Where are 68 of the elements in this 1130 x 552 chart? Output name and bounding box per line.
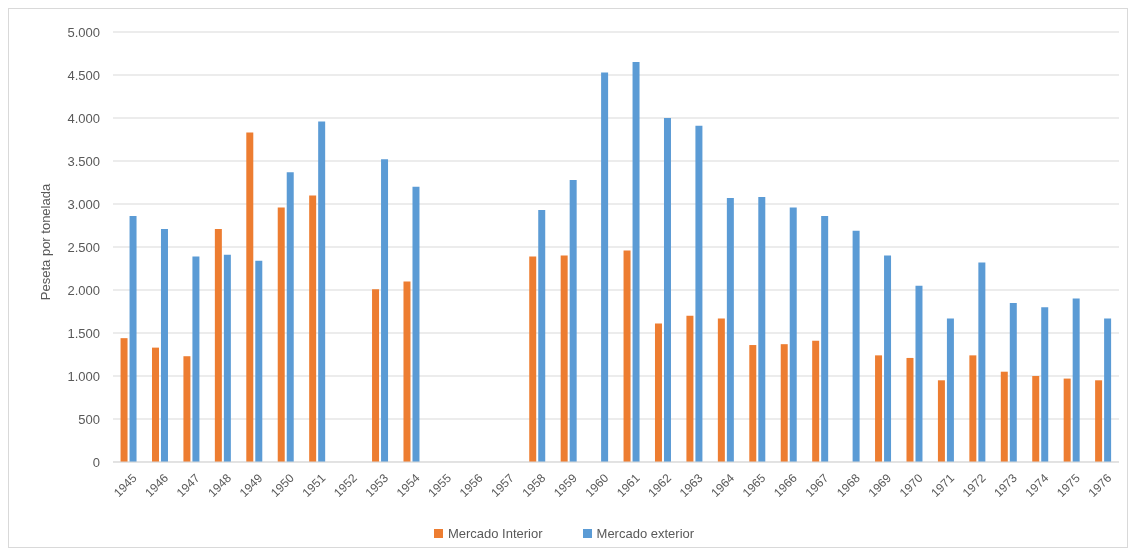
bar bbox=[309, 195, 317, 462]
bar bbox=[1041, 307, 1049, 462]
bar bbox=[381, 159, 389, 462]
bar bbox=[412, 186, 420, 462]
bar bbox=[906, 357, 914, 462]
bar bbox=[749, 345, 757, 462]
bar bbox=[875, 355, 883, 462]
bar bbox=[780, 344, 788, 462]
bar bbox=[686, 315, 694, 462]
y-tick-label: 4.000 bbox=[67, 110, 100, 126]
y-tick-label: 1.500 bbox=[67, 325, 100, 341]
bar bbox=[789, 207, 797, 462]
y-tick-label: 2.500 bbox=[67, 239, 100, 255]
y-tick-label: 4.500 bbox=[67, 67, 100, 83]
bar bbox=[812, 340, 820, 462]
bar bbox=[969, 355, 977, 462]
bar bbox=[758, 197, 766, 462]
bar bbox=[223, 254, 231, 462]
y-tick-label: 3.500 bbox=[67, 153, 100, 169]
bar bbox=[286, 172, 294, 462]
bar bbox=[915, 285, 923, 462]
bar bbox=[1063, 378, 1071, 462]
bar bbox=[632, 62, 640, 462]
bar bbox=[1072, 298, 1080, 462]
bar bbox=[569, 179, 577, 462]
legend-label: Mercado exterior bbox=[596, 526, 695, 541]
bar bbox=[246, 132, 254, 462]
bar bbox=[1009, 302, 1017, 462]
bar bbox=[717, 318, 725, 462]
bar bbox=[852, 230, 860, 462]
bar bbox=[1095, 380, 1103, 462]
y-tick-label: 0 bbox=[92, 454, 100, 470]
bar bbox=[255, 260, 263, 462]
bar bbox=[538, 210, 546, 462]
bar bbox=[1000, 371, 1008, 462]
bar bbox=[129, 216, 137, 462]
bar bbox=[120, 338, 128, 462]
legend-label: Mercado Interior bbox=[447, 526, 543, 541]
bar bbox=[183, 356, 191, 462]
y-axis-title: Peseta por tonelada bbox=[37, 183, 53, 301]
bar bbox=[726, 197, 734, 462]
y-tick-label: 500 bbox=[78, 411, 100, 427]
bar bbox=[277, 207, 285, 462]
bar bbox=[695, 125, 703, 462]
bar bbox=[214, 228, 222, 462]
bar bbox=[160, 228, 168, 462]
bar bbox=[403, 281, 411, 462]
bar bbox=[372, 289, 380, 462]
bar bbox=[978, 262, 986, 462]
bar bbox=[192, 256, 200, 462]
bar bbox=[1032, 376, 1040, 462]
bar bbox=[884, 255, 892, 462]
bar bbox=[623, 250, 631, 462]
bar bbox=[821, 216, 829, 462]
bar bbox=[601, 72, 609, 462]
y-tick-label: 5.000 bbox=[67, 24, 100, 40]
y-tick-label: 2.000 bbox=[67, 282, 100, 298]
bar bbox=[1104, 318, 1112, 462]
bar bbox=[946, 318, 954, 462]
y-tick-label: 3.000 bbox=[67, 196, 100, 212]
bar bbox=[529, 256, 537, 462]
bar bbox=[937, 380, 945, 462]
bar bbox=[654, 323, 662, 462]
bar bbox=[663, 118, 671, 462]
bar bbox=[318, 121, 326, 462]
bar bbox=[151, 347, 159, 462]
bar bbox=[560, 255, 568, 462]
y-tick-label: 1.000 bbox=[67, 368, 100, 384]
